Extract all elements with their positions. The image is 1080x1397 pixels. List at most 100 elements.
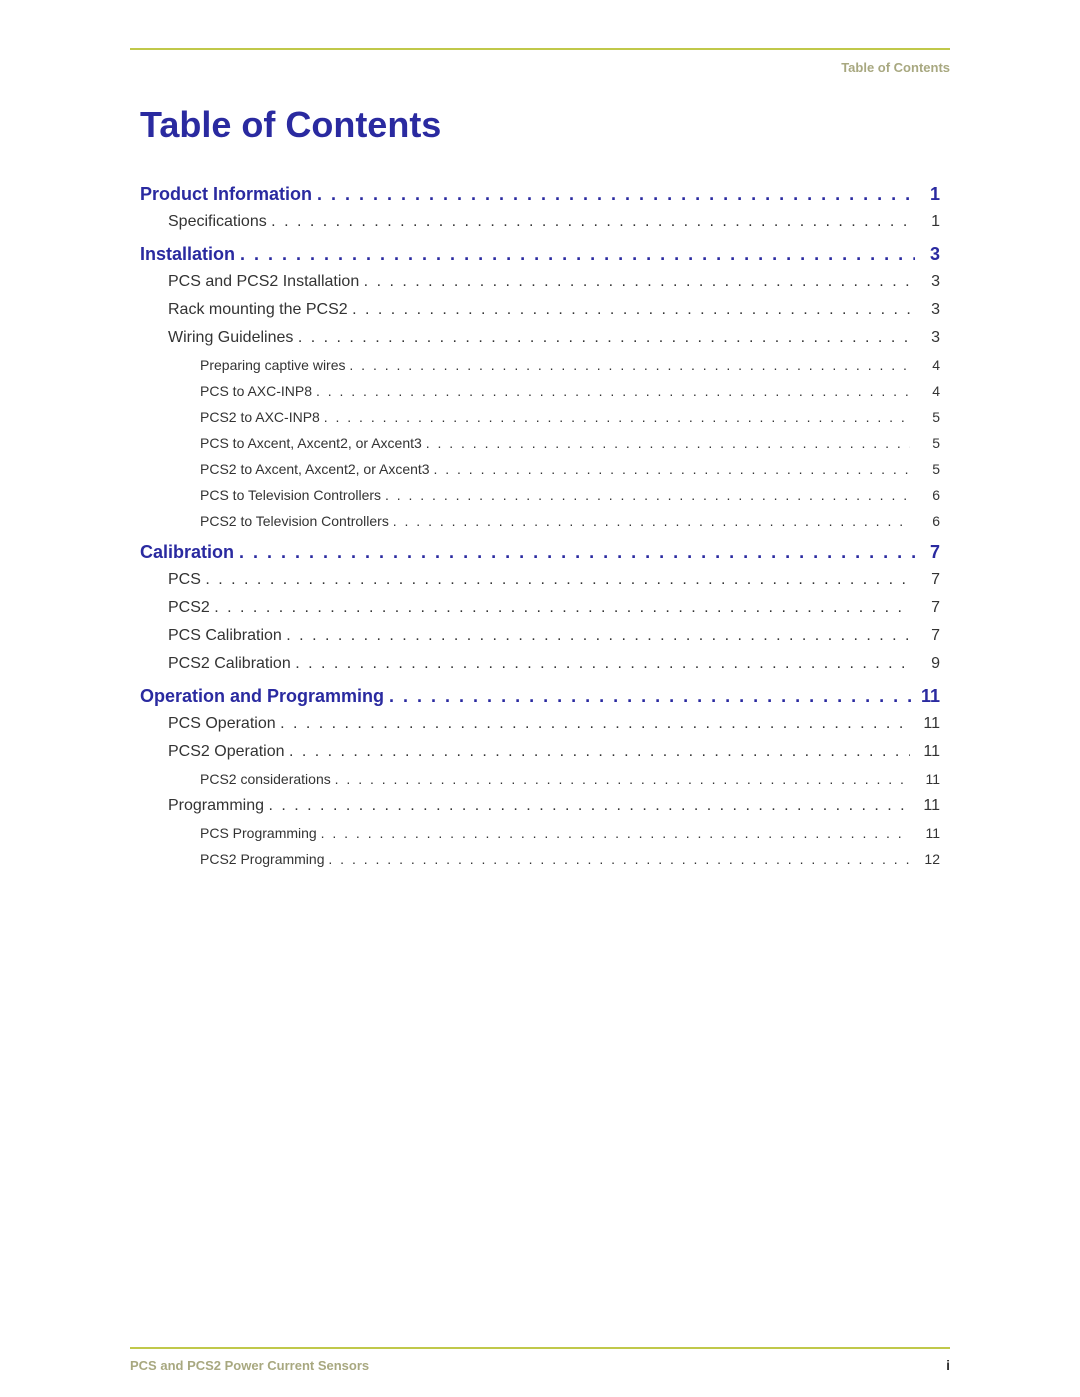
dot-leader: . . . . . . . . . . . . . . . . . . . . … — [289, 738, 910, 766]
toc-row: Specifications . . . . . . . . . . . . .… — [140, 208, 940, 236]
toc-row: PCS Calibration . . . . . . . . . . . . … — [140, 622, 940, 650]
toc-page-number: 12 — [914, 846, 940, 872]
toc-label: PCS2 Operation — [168, 738, 285, 766]
toc-row: Wiring Guidelines . . . . . . . . . . . … — [140, 324, 940, 352]
toc-label: PCS2 considerations — [200, 766, 331, 792]
toc-page-number: 3 — [914, 296, 940, 324]
dot-leader: . . . . . . . . . . . . . . . . . . . . … — [328, 846, 910, 872]
toc-row: PCS2 Programming . . . . . . . . . . . .… — [140, 846, 940, 872]
toc-row: PCS2 to Television Controllers . . . . .… — [140, 508, 940, 534]
toc-label: PCS to Axcent, Axcent2, or Axcent3 — [200, 430, 422, 456]
toc-label: PCS2 to Axcent, Axcent2, or Axcent3 — [200, 456, 430, 482]
dot-leader: . . . . . . . . . . . . . . . . . . . . … — [280, 710, 909, 738]
toc-page-number: 3 — [914, 268, 940, 296]
dot-leader: . . . . . . . . . . . . . . . . . . . . … — [214, 594, 909, 622]
dot-leader: . . . . . . . . . . . . . . . . . . . . … — [205, 566, 909, 594]
dot-leader: . . . . . . . . . . . . . . . . . . . . … — [268, 792, 909, 820]
toc-row: Rack mounting the PCS2 . . . . . . . . .… — [140, 296, 940, 324]
toc-row: PCS2 considerations . . . . . . . . . . … — [140, 766, 940, 792]
toc-row: PCS to Television Controllers . . . . . … — [140, 482, 940, 508]
dot-leader: . . . . . . . . . . . . . . . . . . . . … — [364, 268, 910, 296]
toc-page-number: 1 — [920, 180, 940, 208]
toc-label: PCS to Television Controllers — [200, 482, 381, 508]
dot-leader: . . . . . . . . . . . . . . . . . . . . … — [321, 820, 911, 846]
dot-leader: . . . . . . . . . . . . . . . . . . . . … — [393, 508, 910, 534]
dot-leader: . . . . . . . . . . . . . . . . . . . . … — [349, 352, 910, 378]
toc-row: Operation and Programming . . . . . . . … — [140, 682, 940, 710]
dot-leader: . . . . . . . . . . . . . . . . . . . . … — [286, 622, 909, 650]
toc-label: Preparing captive wires — [200, 352, 346, 378]
dot-leader: . . . . . . . . . . . . . . . . . . . . … — [426, 430, 910, 456]
toc-row: PCS and PCS2 Installation . . . . . . . … — [140, 268, 940, 296]
toc-page-number: 1 — [914, 208, 940, 236]
toc-label: Rack mounting the PCS2 — [168, 296, 348, 324]
footer-page-number: i — [946, 1357, 950, 1373]
toc-label: PCS2 Programming — [200, 846, 325, 872]
toc-label: PCS Programming — [200, 820, 317, 846]
toc-page-number: 7 — [920, 538, 940, 566]
toc-row: PCS2 to Axcent, Axcent2, or Axcent3 . . … — [140, 456, 940, 482]
toc-row: Programming . . . . . . . . . . . . . . … — [140, 792, 940, 820]
toc-row: Installation . . . . . . . . . . . . . .… — [140, 240, 940, 268]
toc-label: Programming — [168, 792, 264, 820]
dot-leader: . . . . . . . . . . . . . . . . . . . . … — [295, 650, 909, 678]
toc-row: PCS2 Calibration . . . . . . . . . . . .… — [140, 650, 940, 678]
toc-label: Product Information — [140, 180, 312, 208]
toc-row: PCS to Axcent, Axcent2, or Axcent3 . . .… — [140, 430, 940, 456]
toc-label: Wiring Guidelines — [168, 324, 293, 352]
dot-leader: . . . . . . . . . . . . . . . . . . . . … — [335, 766, 910, 792]
dot-leader: . . . . . . . . . . . . . . . . . . . . … — [389, 682, 915, 710]
toc-page-number: 7 — [914, 622, 940, 650]
dot-leader: . . . . . . . . . . . . . . . . . . . . … — [240, 240, 915, 268]
toc-page-number: 7 — [914, 566, 940, 594]
toc-label: Installation — [140, 240, 235, 268]
dot-leader: . . . . . . . . . . . . . . . . . . . . … — [324, 404, 910, 430]
table-of-contents: Product Information . . . . . . . . . . … — [140, 180, 940, 872]
toc-row: PCS to AXC-INP8 . . . . . . . . . . . . … — [140, 378, 940, 404]
footer-rule — [130, 1347, 950, 1349]
header-label: Table of Contents — [841, 60, 950, 75]
toc-page-number: 11 — [914, 766, 940, 792]
toc-page-number: 11 — [914, 820, 940, 846]
top-rule — [130, 48, 950, 50]
dot-leader: . . . . . . . . . . . . . . . . . . . . … — [298, 324, 910, 352]
toc-label: Calibration — [140, 538, 234, 566]
toc-row: Calibration . . . . . . . . . . . . . . … — [140, 538, 940, 566]
toc-page-number: 4 — [914, 378, 940, 404]
toc-page-number: 7 — [914, 594, 940, 622]
toc-label: PCS2 to AXC-INP8 — [200, 404, 320, 430]
toc-label: PCS and PCS2 Installation — [168, 268, 359, 296]
toc-page-number: 5 — [914, 404, 940, 430]
dot-leader: . . . . . . . . . . . . . . . . . . . . … — [352, 296, 909, 324]
toc-page-number: 3 — [920, 240, 940, 268]
document-page: Table of Contents Table of Contents Prod… — [0, 0, 1080, 1397]
toc-row: PCS Operation . . . . . . . . . . . . . … — [140, 710, 940, 738]
toc-page-number: 3 — [914, 324, 940, 352]
toc-page-number: 11 — [914, 792, 940, 820]
toc-label: PCS — [168, 566, 201, 594]
toc-row: PCS2 . . . . . . . . . . . . . . . . . .… — [140, 594, 940, 622]
dot-leader: . . . . . . . . . . . . . . . . . . . . … — [316, 378, 910, 404]
toc-label: PCS to AXC-INP8 — [200, 378, 312, 404]
toc-label: PCS2 — [168, 594, 210, 622]
toc-label: Specifications — [168, 208, 267, 236]
toc-page-number: 4 — [914, 352, 940, 378]
toc-label: PCS2 Calibration — [168, 650, 291, 678]
toc-page-number: 11 — [920, 682, 940, 710]
dot-leader: . . . . . . . . . . . . . . . . . . . . … — [239, 538, 915, 566]
toc-page-number: 6 — [914, 508, 940, 534]
toc-label: PCS Operation — [168, 710, 276, 738]
toc-row: PCS2 to AXC-INP8 . . . . . . . . . . . .… — [140, 404, 940, 430]
dot-leader: . . . . . . . . . . . . . . . . . . . . … — [317, 180, 915, 208]
toc-label: Operation and Programming — [140, 682, 384, 710]
toc-row: Preparing captive wires . . . . . . . . … — [140, 352, 940, 378]
toc-label: PCS2 to Television Controllers — [200, 508, 389, 534]
toc-page-number: 9 — [914, 650, 940, 678]
toc-page-number: 11 — [914, 738, 940, 766]
toc-row: PCS . . . . . . . . . . . . . . . . . . … — [140, 566, 940, 594]
dot-leader: . . . . . . . . . . . . . . . . . . . . … — [271, 208, 909, 236]
toc-page-number: 6 — [914, 482, 940, 508]
toc-page-number: 11 — [914, 710, 940, 738]
dot-leader: . . . . . . . . . . . . . . . . . . . . … — [433, 456, 910, 482]
toc-page-number: 5 — [914, 456, 940, 482]
